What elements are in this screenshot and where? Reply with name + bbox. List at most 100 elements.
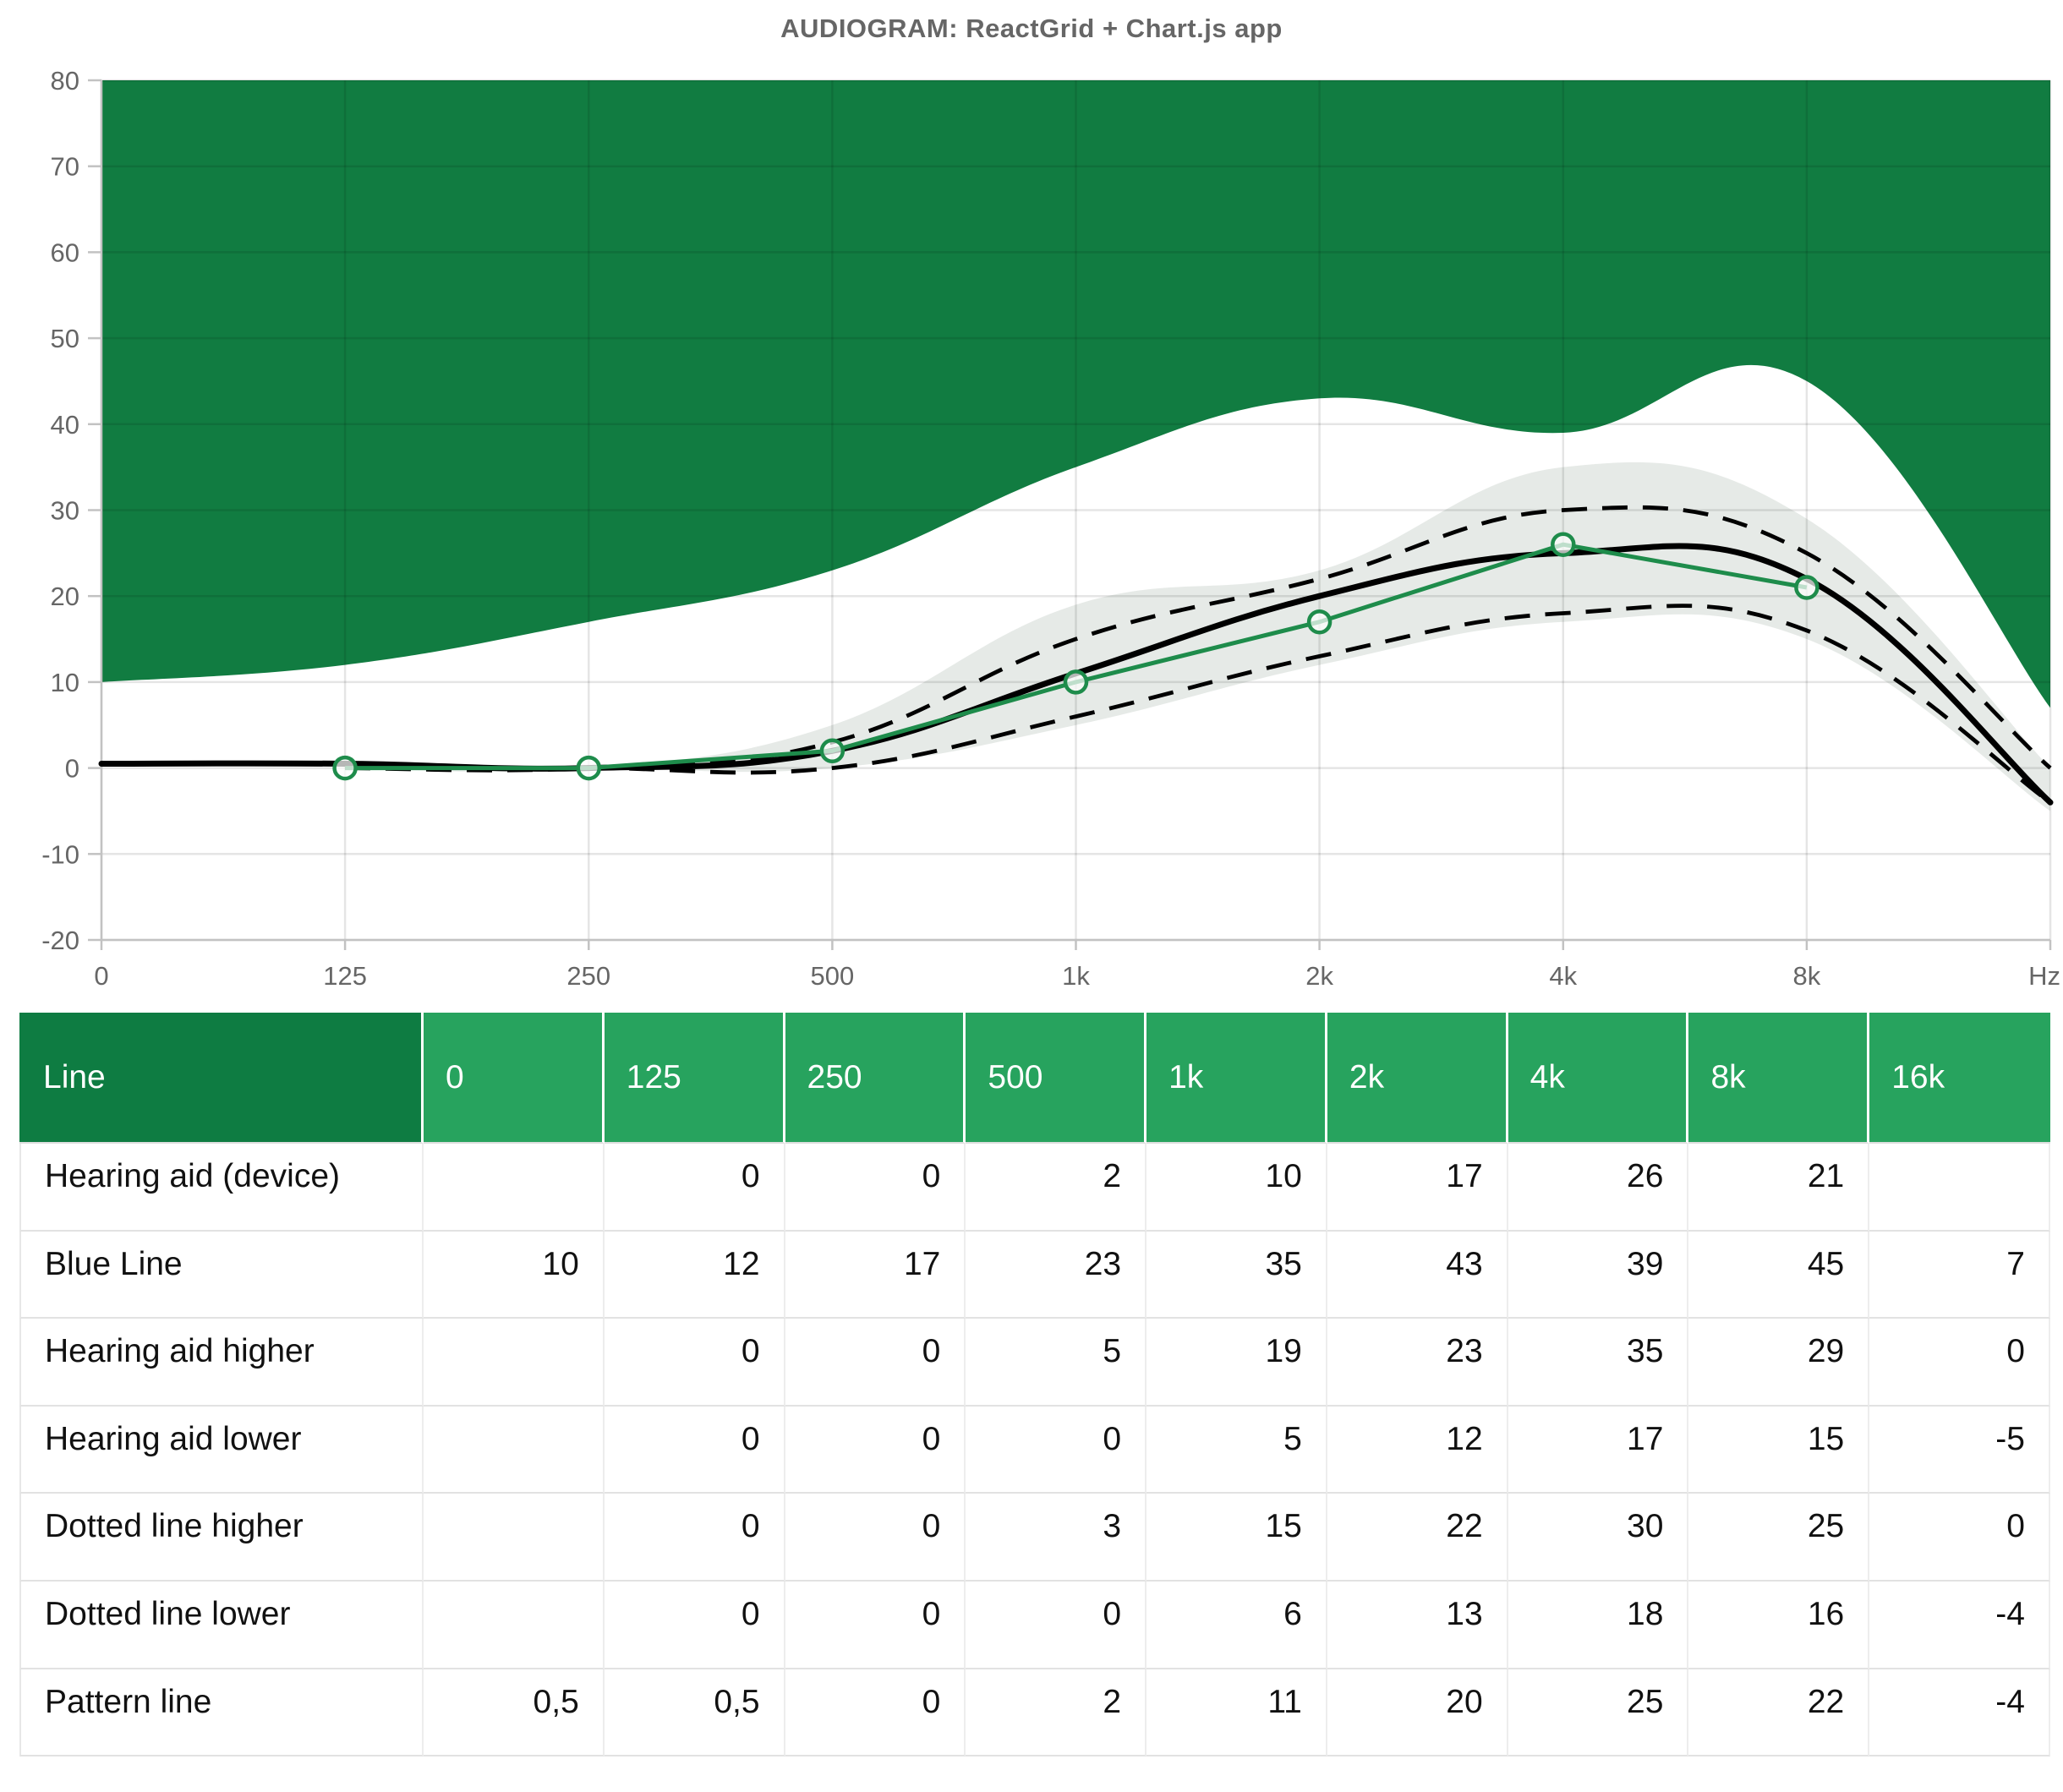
grid-cell[interactable]: 21 — [1688, 1144, 1870, 1232]
grid-cell[interactable]: 18 — [1508, 1581, 1689, 1669]
y-axis-label: 60 — [51, 238, 79, 267]
grid-cell[interactable]: 3 — [966, 1494, 1147, 1582]
grid-cell[interactable] — [424, 1319, 605, 1407]
grid-cell[interactable]: 10 — [424, 1231, 605, 1319]
grid-cell[interactable]: 35 — [1508, 1319, 1689, 1407]
grid-cell[interactable]: 13 — [1327, 1581, 1508, 1669]
grid-cell[interactable] — [424, 1581, 605, 1669]
grid-cell[interactable]: 5 — [1146, 1406, 1327, 1494]
y-axis-label: 80 — [51, 66, 79, 96]
grid-cell[interactable] — [1869, 1144, 2050, 1232]
row-label[interactable]: Dotted line higher — [19, 1494, 424, 1582]
grid-cell[interactable]: 0 — [1869, 1494, 2050, 1582]
grid-cell[interactable]: 43 — [1327, 1231, 1508, 1319]
row-label[interactable]: Hearing aid (device) — [19, 1144, 424, 1232]
grid-cell[interactable]: 0 — [604, 1494, 785, 1582]
grid-cell[interactable]: 15 — [1146, 1494, 1327, 1582]
axis-labels: 0 125 250 500 1k 2k 4k 8k Hz 80 70 60 50 40 30 20 10 0 -10… — [41, 66, 2060, 991]
grid-cell[interactable]: 12 — [604, 1231, 785, 1319]
grid-cell[interactable]: 0 — [785, 1144, 966, 1232]
row-label[interactable]: Hearing aid higher — [19, 1319, 424, 1407]
hearing-aid-point-marker — [819, 738, 845, 764]
row-label[interactable]: Hearing aid lower — [19, 1406, 424, 1494]
grid-cell[interactable]: 0,5 — [604, 1669, 785, 1757]
grid-cell[interactable]: 15 — [1688, 1406, 1870, 1494]
grid-cell[interactable]: 0 — [604, 1319, 785, 1407]
grid-cell[interactable]: 11 — [1146, 1669, 1327, 1757]
hearing-aid-point-marker — [1551, 532, 1576, 557]
grid-cell[interactable]: 5 — [966, 1319, 1147, 1407]
grid-cell[interactable]: 35 — [1146, 1231, 1327, 1319]
grid-cell[interactable]: -4 — [1869, 1581, 2050, 1669]
grid-cell[interactable]: 12 — [1327, 1406, 1508, 1494]
grid-cell[interactable]: 0 — [785, 1581, 966, 1669]
grid-cell[interactable]: 16 — [1688, 1581, 1870, 1669]
hearing-aid-point-marker — [1063, 669, 1089, 695]
grid-cell[interactable]: 0 — [966, 1406, 1147, 1494]
grid-cell[interactable]: 0 — [785, 1669, 966, 1757]
grid-cell[interactable]: 30 — [1508, 1494, 1689, 1582]
grid-cell[interactable]: 23 — [1327, 1319, 1508, 1407]
grid-cell[interactable]: 23 — [966, 1231, 1147, 1319]
grid-cell[interactable]: 26 — [1508, 1144, 1689, 1232]
grid-header-4k: 4k — [1508, 1013, 1689, 1144]
y-axis-label: 40 — [51, 410, 79, 440]
grid-cell[interactable]: 0 — [785, 1406, 966, 1494]
grid-cell[interactable]: 17 — [1508, 1406, 1689, 1494]
grid-cell[interactable]: 22 — [1327, 1494, 1508, 1582]
grid-cell[interactable]: 0 — [604, 1581, 785, 1669]
grid-cell[interactable]: 25 — [1508, 1669, 1689, 1757]
grid-cell[interactable]: 6 — [1146, 1581, 1327, 1669]
grid-cell[interactable]: -5 — [1869, 1406, 2050, 1494]
grid-cell[interactable]: 17 — [785, 1231, 966, 1319]
row-label[interactable]: Pattern line — [19, 1669, 424, 1757]
grid-cell[interactable]: 10 — [1146, 1144, 1327, 1232]
grid-cell[interactable]: 0 — [785, 1494, 966, 1582]
grid-cell[interactable]: 39 — [1508, 1231, 1689, 1319]
grid-header-8k: 8k — [1688, 1013, 1870, 1144]
grid-cell[interactable]: -4 — [1869, 1669, 2050, 1757]
grid-cell[interactable]: 22 — [1688, 1669, 1870, 1757]
hearing-aid-point-marker — [332, 755, 358, 781]
x-axis-label: 125 — [323, 961, 367, 991]
grid-cell[interactable]: 29 — [1688, 1319, 1870, 1407]
grid-cell[interactable]: 7 — [1869, 1231, 2050, 1319]
grid-header-0: 0 — [424, 1013, 605, 1144]
y-axis-label: 20 — [51, 582, 79, 611]
x-axis-label: 1k — [1062, 961, 1090, 991]
row-label[interactable]: Blue Line — [19, 1231, 424, 1319]
x-axis-label: 500 — [811, 961, 855, 991]
grid-cell[interactable]: 0 — [604, 1406, 785, 1494]
grid-cell[interactable]: 2 — [966, 1669, 1147, 1757]
grid-cell[interactable]: 2 — [966, 1144, 1147, 1232]
hearing-aid-point-marker — [1306, 609, 1332, 635]
grid-cell[interactable] — [424, 1406, 605, 1494]
grid-header-2k: 2k — [1327, 1013, 1508, 1144]
grid-header-16k: 16k — [1869, 1013, 2050, 1144]
y-axis-label: 30 — [51, 496, 79, 526]
grid-cell[interactable] — [424, 1144, 605, 1232]
grid-cell[interactable]: 0 — [1869, 1319, 2050, 1407]
x-axis-label: 0 — [94, 961, 108, 991]
y-axis-label: -10 — [41, 839, 79, 869]
y-axis-label: -20 — [41, 926, 79, 955]
y-axis-label: 0 — [65, 754, 79, 784]
grid-cell[interactable] — [424, 1494, 605, 1582]
grid-cell[interactable]: 0 — [966, 1581, 1147, 1669]
x-axis-label: 8k — [1793, 961, 1821, 991]
grid-cell[interactable]: 25 — [1688, 1494, 1870, 1582]
grid-cell[interactable]: 0 — [785, 1319, 966, 1407]
y-axis-label: 10 — [51, 668, 79, 697]
grid-cell[interactable]: 0 — [604, 1144, 785, 1232]
grid-cell[interactable]: 45 — [1688, 1231, 1870, 1319]
grid-cell[interactable]: 20 — [1327, 1669, 1508, 1757]
grid-header-125: 125 — [604, 1013, 785, 1144]
grid-cell[interactable]: 19 — [1146, 1319, 1327, 1407]
chart-title: AUDIOGRAM: ReactGrid + Chart.js app — [780, 14, 1283, 43]
row-label[interactable]: Dotted line lower — [19, 1581, 424, 1669]
grid-cell[interactable]: 0,5 — [424, 1669, 605, 1757]
hearing-aid-point-marker — [1794, 575, 1819, 600]
hearing-aid-point-marker — [576, 755, 602, 781]
grid-cell[interactable]: 17 — [1327, 1144, 1508, 1232]
